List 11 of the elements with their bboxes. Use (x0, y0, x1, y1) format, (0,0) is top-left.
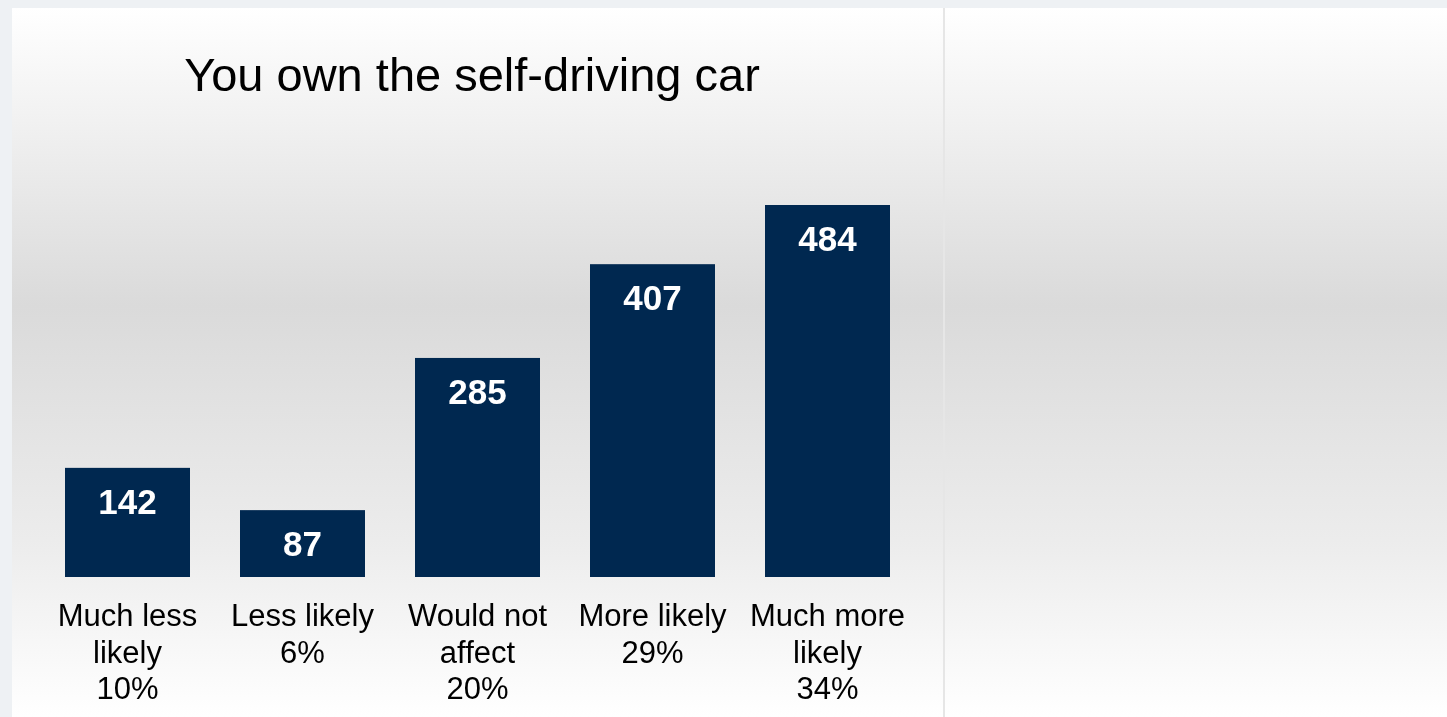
x-tick-label: Less likely 6% (231, 598, 375, 670)
data-label: 87 (283, 524, 322, 564)
x-tick-label: Would not affect 20% (407, 598, 548, 706)
chart-title: You own the self-driving car (184, 48, 760, 101)
x-tick-label: Much less likely 10% (57, 598, 198, 706)
x-tick-label: Much more likely 34% (749, 598, 906, 706)
data-label: 285 (448, 371, 507, 411)
x-tick-label: More likely 29% (578, 598, 728, 670)
data-label: 407 (623, 278, 682, 318)
data-label: 484 (798, 219, 858, 258)
data-label: 142 (98, 481, 157, 521)
